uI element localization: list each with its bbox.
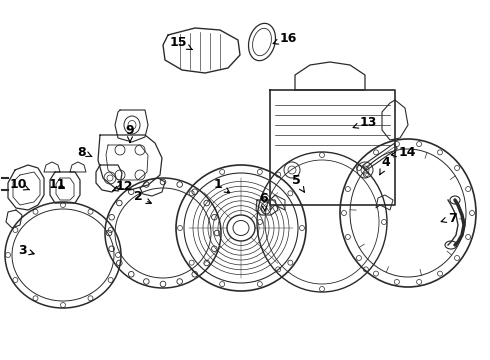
Text: 12: 12 bbox=[112, 180, 133, 193]
Text: 4: 4 bbox=[380, 157, 391, 175]
Text: 7: 7 bbox=[441, 211, 456, 225]
Text: 11: 11 bbox=[48, 179, 66, 192]
Text: 15: 15 bbox=[169, 36, 192, 50]
Text: 8: 8 bbox=[78, 145, 92, 158]
Text: 6: 6 bbox=[260, 193, 269, 211]
Text: 10: 10 bbox=[9, 179, 29, 192]
Text: 1: 1 bbox=[214, 179, 230, 193]
Text: 16: 16 bbox=[273, 31, 296, 45]
Text: 9: 9 bbox=[126, 123, 134, 142]
Text: 3: 3 bbox=[18, 243, 34, 256]
Text: 14: 14 bbox=[391, 147, 416, 159]
Text: 5: 5 bbox=[292, 174, 304, 192]
Text: 13: 13 bbox=[353, 116, 377, 129]
Text: 2: 2 bbox=[134, 190, 151, 203]
